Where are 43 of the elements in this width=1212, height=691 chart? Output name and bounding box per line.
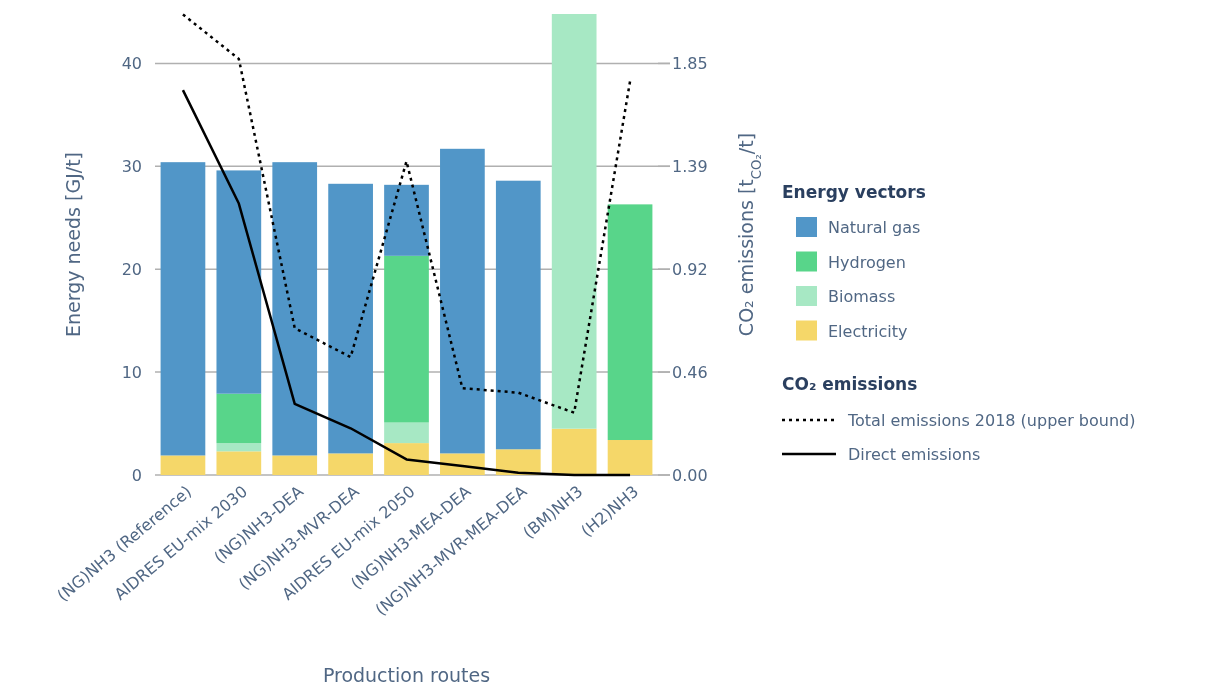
y-tick-label: 0 — [131, 465, 142, 485]
y2-tick-label: 1.39 — [672, 156, 708, 176]
y2-tick-label: 0.46 — [672, 362, 708, 382]
text: CO₂ emissions — [782, 374, 918, 394]
bar — [384, 422, 429, 444]
y2-tick-label: 0.92 — [672, 259, 708, 279]
y2-tick-label: 1.85 — [672, 53, 708, 73]
bar — [160, 162, 206, 456]
bar — [607, 440, 653, 475]
line-series — [181, 13, 632, 414]
bar — [216, 170, 262, 394]
y-tick-label: 30 — [121, 156, 142, 176]
bar — [384, 184, 429, 256]
bar — [440, 148, 485, 454]
bar — [328, 453, 373, 475]
bar — [384, 443, 429, 475]
y-tick-label: 20 — [121, 259, 142, 279]
bar — [216, 393, 262, 444]
line-series — [181, 88, 632, 477]
legend-label: Electricity — [828, 321, 908, 341]
bar — [551, 428, 597, 475]
bar — [216, 451, 262, 475]
y2-tick-label: 0.00 — [672, 465, 708, 485]
x-axis-title: Production routes — [322, 664, 491, 686]
bar — [328, 183, 373, 454]
y-tick-label: 10 — [121, 362, 142, 382]
bar — [272, 162, 318, 456]
bar — [272, 455, 318, 475]
y-tick-label: 40 — [121, 53, 142, 73]
bar — [495, 180, 541, 450]
legend-label: Biomass — [828, 287, 896, 306]
legend-label: Hydrogen — [828, 252, 906, 272]
legend-label: Natural gas — [828, 218, 921, 237]
bar — [384, 255, 429, 423]
bar — [607, 204, 653, 441]
legend-label: Total emissions 2018 (upper bound) — [847, 411, 1136, 430]
bar — [495, 449, 541, 475]
y-axis-title: Energy needs [GJ/t] — [62, 152, 84, 337]
legend-title: Energy vectors — [782, 182, 926, 202]
bar — [216, 443, 262, 452]
bar — [160, 455, 206, 475]
bar — [551, 14, 597, 429]
legend-label: Direct emissions — [848, 445, 981, 464]
